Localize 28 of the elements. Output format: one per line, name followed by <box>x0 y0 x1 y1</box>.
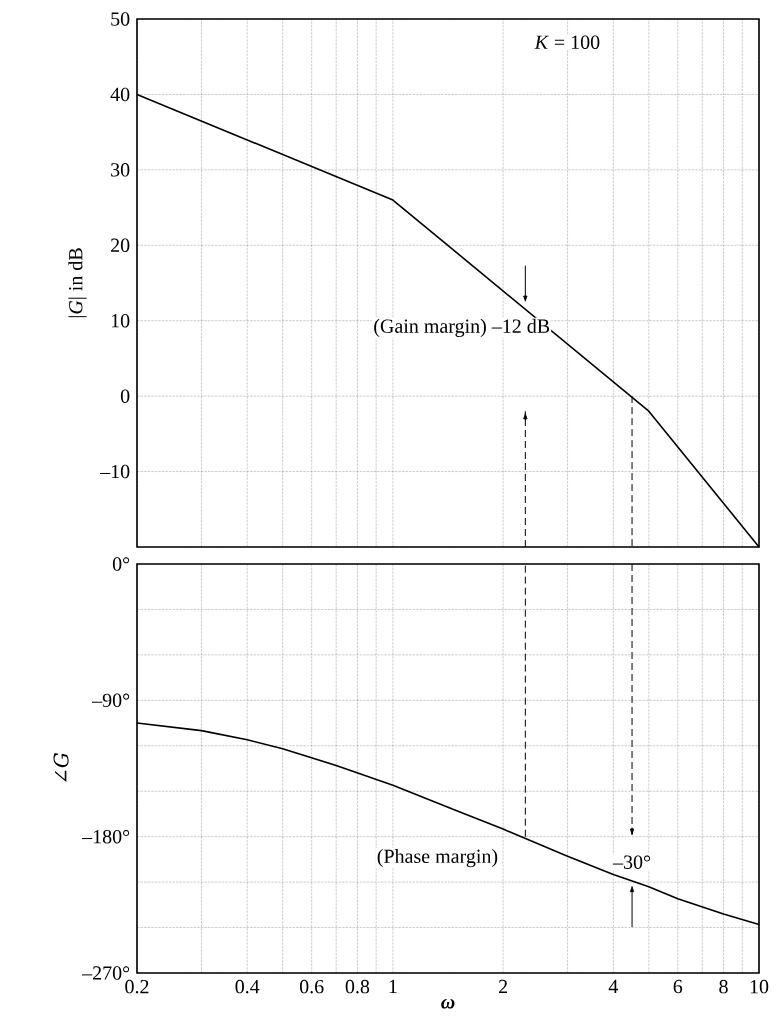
x-tick-label: 0.4 <box>235 979 260 994</box>
y-tick-label: –270° <box>81 966 130 980</box>
annotation: (Gain margin) –12 dB <box>374 318 550 338</box>
annotation: K = 100 <box>534 35 600 49</box>
y-tick-label: 0° <box>112 557 130 571</box>
y-tick-label: 40 <box>110 87 130 102</box>
y-axis-title: |G| in dB <box>68 248 87 318</box>
x-tick-label: 0.6 <box>299 979 324 994</box>
y-tick-label: –180° <box>81 829 130 844</box>
x-tick-label: 6 <box>673 979 683 994</box>
x-tick-label: 4 <box>608 979 619 994</box>
y-tick-label: 0 <box>120 389 130 403</box>
y-tick-label: 50 <box>111 12 130 26</box>
x-tick-label: 0.2 <box>125 979 149 994</box>
x-axis-title: ω <box>441 998 455 1009</box>
x-tick-label: 10 <box>750 979 769 994</box>
x-tick-label: 2 <box>498 979 507 994</box>
x-tick-label: 8 <box>719 979 728 994</box>
x-tick-label: 1 <box>389 979 397 994</box>
x-tick-label: 0.8 <box>345 979 370 994</box>
y-tick-label: 20 <box>111 238 130 253</box>
annotation: –30° <box>612 855 651 869</box>
y-axis-title: ∠G <box>53 752 69 783</box>
y-tick-label: –10 <box>99 464 130 479</box>
y-tick-label: –90° <box>91 693 130 708</box>
y-tick-label: 10 <box>111 313 130 328</box>
y-tick-label: 30 <box>111 163 130 177</box>
annotation: (Phase margin) <box>377 848 498 868</box>
